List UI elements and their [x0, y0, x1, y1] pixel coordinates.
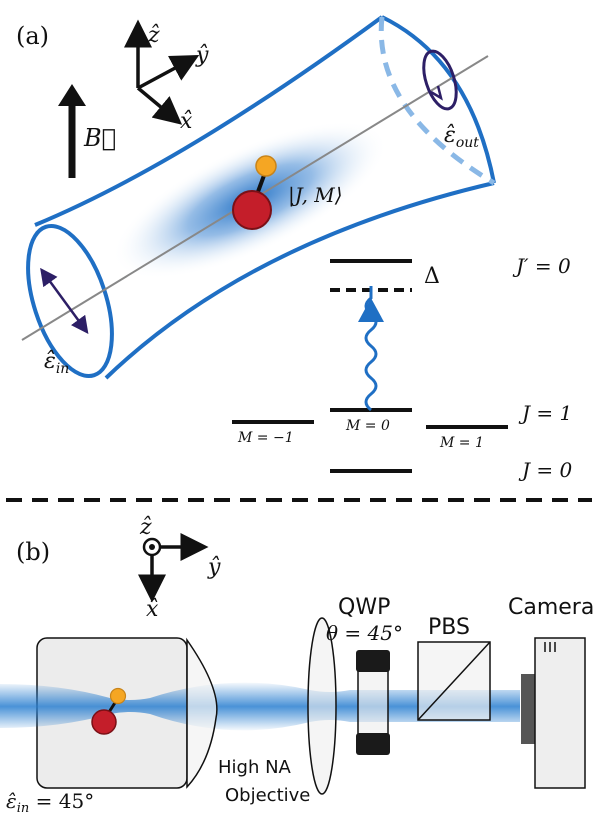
molecule-a — [232, 155, 277, 230]
axis-x-label: x̂ — [180, 109, 193, 134]
magnetic-field-arrow: B⃗ — [58, 84, 116, 178]
axis-x-label-b: x̂ — [146, 597, 159, 622]
level-label-excited: J′ = 0 — [512, 254, 571, 278]
pol-in-label-a: ε̂in — [44, 349, 69, 377]
pol-out-label: ε̂out — [444, 123, 479, 151]
m-plus-label: M = 1 — [439, 435, 484, 451]
state-label: |J, M⟩ — [288, 183, 343, 208]
axis-z-label: ẑ — [147, 23, 160, 48]
objective-label-1: High NA — [218, 757, 292, 778]
axes-b: ẑ ŷ x̂ — [138, 515, 221, 622]
axes-a: ẑ ŷ x̂ — [124, 19, 209, 134]
focusing-lens — [307, 617, 337, 795]
panel-b-label: (b) — [16, 538, 50, 566]
pbs-label: PBS — [428, 615, 470, 640]
m-minus-label: M = −1 — [237, 430, 294, 446]
axis-z-label-b: ẑ — [139, 515, 152, 540]
molecule-b — [91, 687, 127, 735]
axis-y-label-b: ŷ — [207, 555, 221, 580]
axis-y-label: ŷ — [195, 43, 209, 68]
polarizing-beam-splitter — [417, 641, 491, 721]
level-label-j1: J = 1 — [518, 401, 572, 425]
pol-in-label-b: ε̂in = 45° — [6, 789, 94, 814]
imaging-beam — [0, 682, 520, 731]
camera — [521, 637, 586, 789]
output-polarization-ellipse — [422, 49, 458, 111]
photon-arrow — [358, 286, 384, 412]
detuning-label: Δ — [424, 264, 440, 289]
qwp-angle-label: θ = 45° — [326, 621, 403, 645]
m-zero-label: M = 0 — [345, 418, 390, 434]
level-label-ground: J = 0 — [518, 458, 572, 482]
field-label: B⃗ — [83, 124, 116, 152]
panel-a-label: (a) — [16, 22, 49, 50]
camera-label: Camera — [508, 595, 594, 620]
qwp-label: QWP — [338, 595, 390, 620]
objective-label-2: Objective — [225, 785, 310, 806]
quarter-wave-plate — [356, 650, 390, 755]
input-polarization-arrow — [40, 267, 89, 335]
objective-lens — [186, 637, 218, 789]
